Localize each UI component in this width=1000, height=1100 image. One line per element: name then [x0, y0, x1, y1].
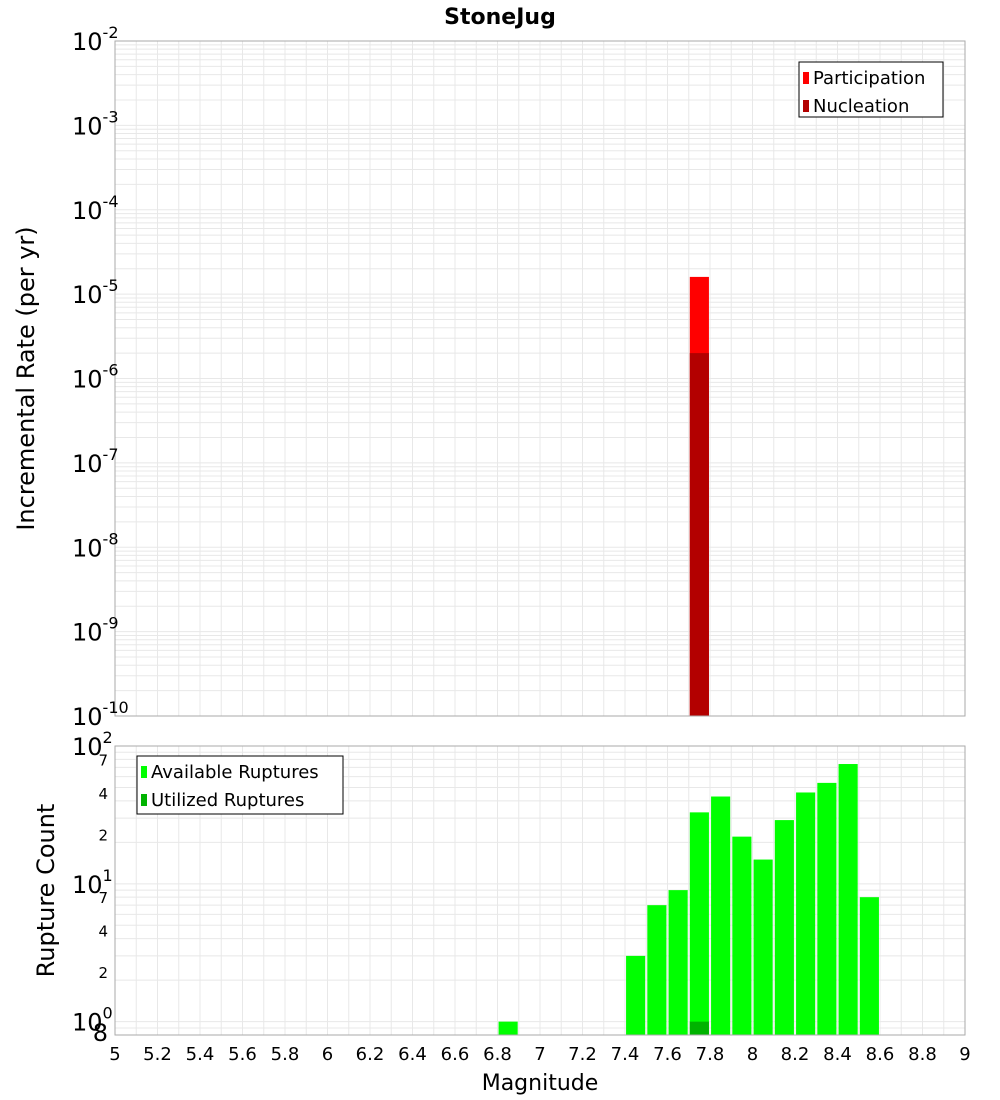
- x-tick-label: 8: [747, 1044, 758, 1065]
- available-ruptures-bar: [711, 796, 731, 1035]
- x-tick-label: 6.4: [398, 1044, 427, 1065]
- rupture-panel-y-ticks: 100 101 102 8 2 4 7 2 4 7: [72, 728, 113, 1047]
- y-minor-tick-label: 4: [98, 785, 108, 803]
- rate-panel-grid: [114, 41, 966, 717]
- y-tick-label: 100: [72, 1004, 113, 1037]
- y-tick-label: 101: [72, 866, 113, 899]
- x-tick-label: 5.2: [143, 1044, 172, 1065]
- legend-label-available: Available Ruptures: [151, 762, 319, 783]
- y-tick-label: 10-6: [72, 361, 119, 394]
- rupture-legend: Available Ruptures Utilized Ruptures: [136, 755, 344, 815]
- x-tick-label: 8.8: [908, 1044, 937, 1065]
- x-tick-label: 7.6: [653, 1044, 682, 1065]
- x-tick-label: 9: [959, 1044, 970, 1065]
- rate-panel-bars: [689, 276, 709, 716]
- nucleation-bar: [689, 353, 709, 716]
- available-ruptures-bar: [838, 764, 858, 1035]
- available-ruptures-bar: [796, 792, 816, 1035]
- y-tick-label: 10-8: [72, 529, 119, 562]
- x-tick-label: 7.8: [696, 1044, 725, 1065]
- chart-title: StoneJug: [444, 5, 556, 30]
- legend-label-utilized: Utilized Ruptures: [151, 790, 304, 811]
- available-ruptures-bar: [647, 905, 667, 1035]
- legend-label-participation: Participation: [813, 68, 925, 89]
- available-ruptures-bar: [626, 955, 646, 1035]
- available-ruptures-bar: [668, 890, 688, 1035]
- y-minor-tick-label: 4: [98, 923, 108, 941]
- y-tick-label: 10-4: [72, 192, 119, 225]
- legend-swatch-available: [141, 766, 147, 778]
- y-tick-label: 10-9: [72, 614, 119, 647]
- x-tick-label: 6: [322, 1044, 333, 1065]
- rate-panel: 10-2 10-3 10-4 10-5 10-6 10-7 10-8 10-9 10-10 In…: [12, 23, 966, 731]
- available-ruptures-bar: [732, 836, 752, 1035]
- rupture-y-axis-label: Rupture Count: [32, 804, 60, 978]
- x-axis-ticks: 5 5.2 5.4 5.6 5.8 6 6.2 6.4 6.6 6.8 7 7.2 7.4 7.6 7.8 8…: [109, 1044, 970, 1065]
- x-tick-label: 6.6: [441, 1044, 470, 1065]
- y-tick-label: 10-10: [72, 698, 129, 731]
- rate-panel-frame: [114, 40, 966, 717]
- rate-legend-box: [798, 61, 944, 118]
- y-tick-label: 102: [72, 728, 113, 761]
- y-minor-tick-label: 8: [93, 1019, 108, 1047]
- legend-swatch-participation: [803, 72, 809, 84]
- x-tick-label: 5.8: [271, 1044, 300, 1065]
- y-minor-tick-label: 2: [98, 826, 108, 844]
- x-tick-label: 7: [534, 1044, 545, 1065]
- legend-swatch-nucleation: [803, 100, 809, 112]
- rate-legend: Participation Nucleation: [798, 61, 944, 118]
- y-minor-tick-label: 7: [98, 889, 108, 907]
- available-ruptures-bar: [753, 859, 773, 1035]
- y-minor-tick-label: 7: [98, 751, 108, 769]
- x-tick-label: 8.4: [823, 1044, 852, 1065]
- x-axis-label: Magnitude: [482, 1071, 599, 1096]
- x-tick-label: 7.4: [611, 1044, 640, 1065]
- x-tick-label: 8.2: [781, 1044, 810, 1065]
- available-ruptures-bar: [774, 820, 794, 1035]
- available-ruptures-bar: [859, 897, 879, 1035]
- x-tick-label: 8.6: [866, 1044, 895, 1065]
- rupture-panel-frame: [114, 745, 966, 1036]
- legend-label-nucleation: Nucleation: [813, 96, 909, 117]
- y-tick-label: 10-3: [72, 107, 119, 140]
- x-tick-label: 6.2: [356, 1044, 385, 1065]
- x-tick-label: 5.4: [186, 1044, 215, 1065]
- rate-y-axis-label: Incremental Rate (per yr): [12, 226, 40, 530]
- utilized-ruptures-bar: [689, 1021, 709, 1035]
- available-ruptures-bar: [689, 812, 709, 1035]
- y-tick-label: 10-7: [72, 445, 119, 478]
- y-minor-tick-label: 2: [98, 964, 108, 982]
- y-tick-label: 10-5: [72, 276, 119, 309]
- x-tick-label: 5: [109, 1044, 120, 1065]
- rupture-panel-bars: [498, 764, 879, 1035]
- available-ruptures-bar: [817, 782, 837, 1035]
- y-tick-label: 10-2: [72, 23, 119, 56]
- legend-swatch-utilized: [141, 794, 147, 806]
- rupture-legend-box: [136, 755, 344, 815]
- rate-panel-y-ticks: 10-2 10-3 10-4 10-5 10-6 10-7 10-8 10-9 10-10: [72, 23, 129, 731]
- available-ruptures-bar: [498, 1021, 518, 1035]
- x-tick-label: 6.8: [483, 1044, 512, 1065]
- x-tick-label: 7.2: [568, 1044, 597, 1065]
- x-tick-label: 5.6: [228, 1044, 257, 1065]
- rupture-count-panel: 100 101 102 8 2 4 7 2 4 7 Rupture Count Available…: [32, 728, 966, 1047]
